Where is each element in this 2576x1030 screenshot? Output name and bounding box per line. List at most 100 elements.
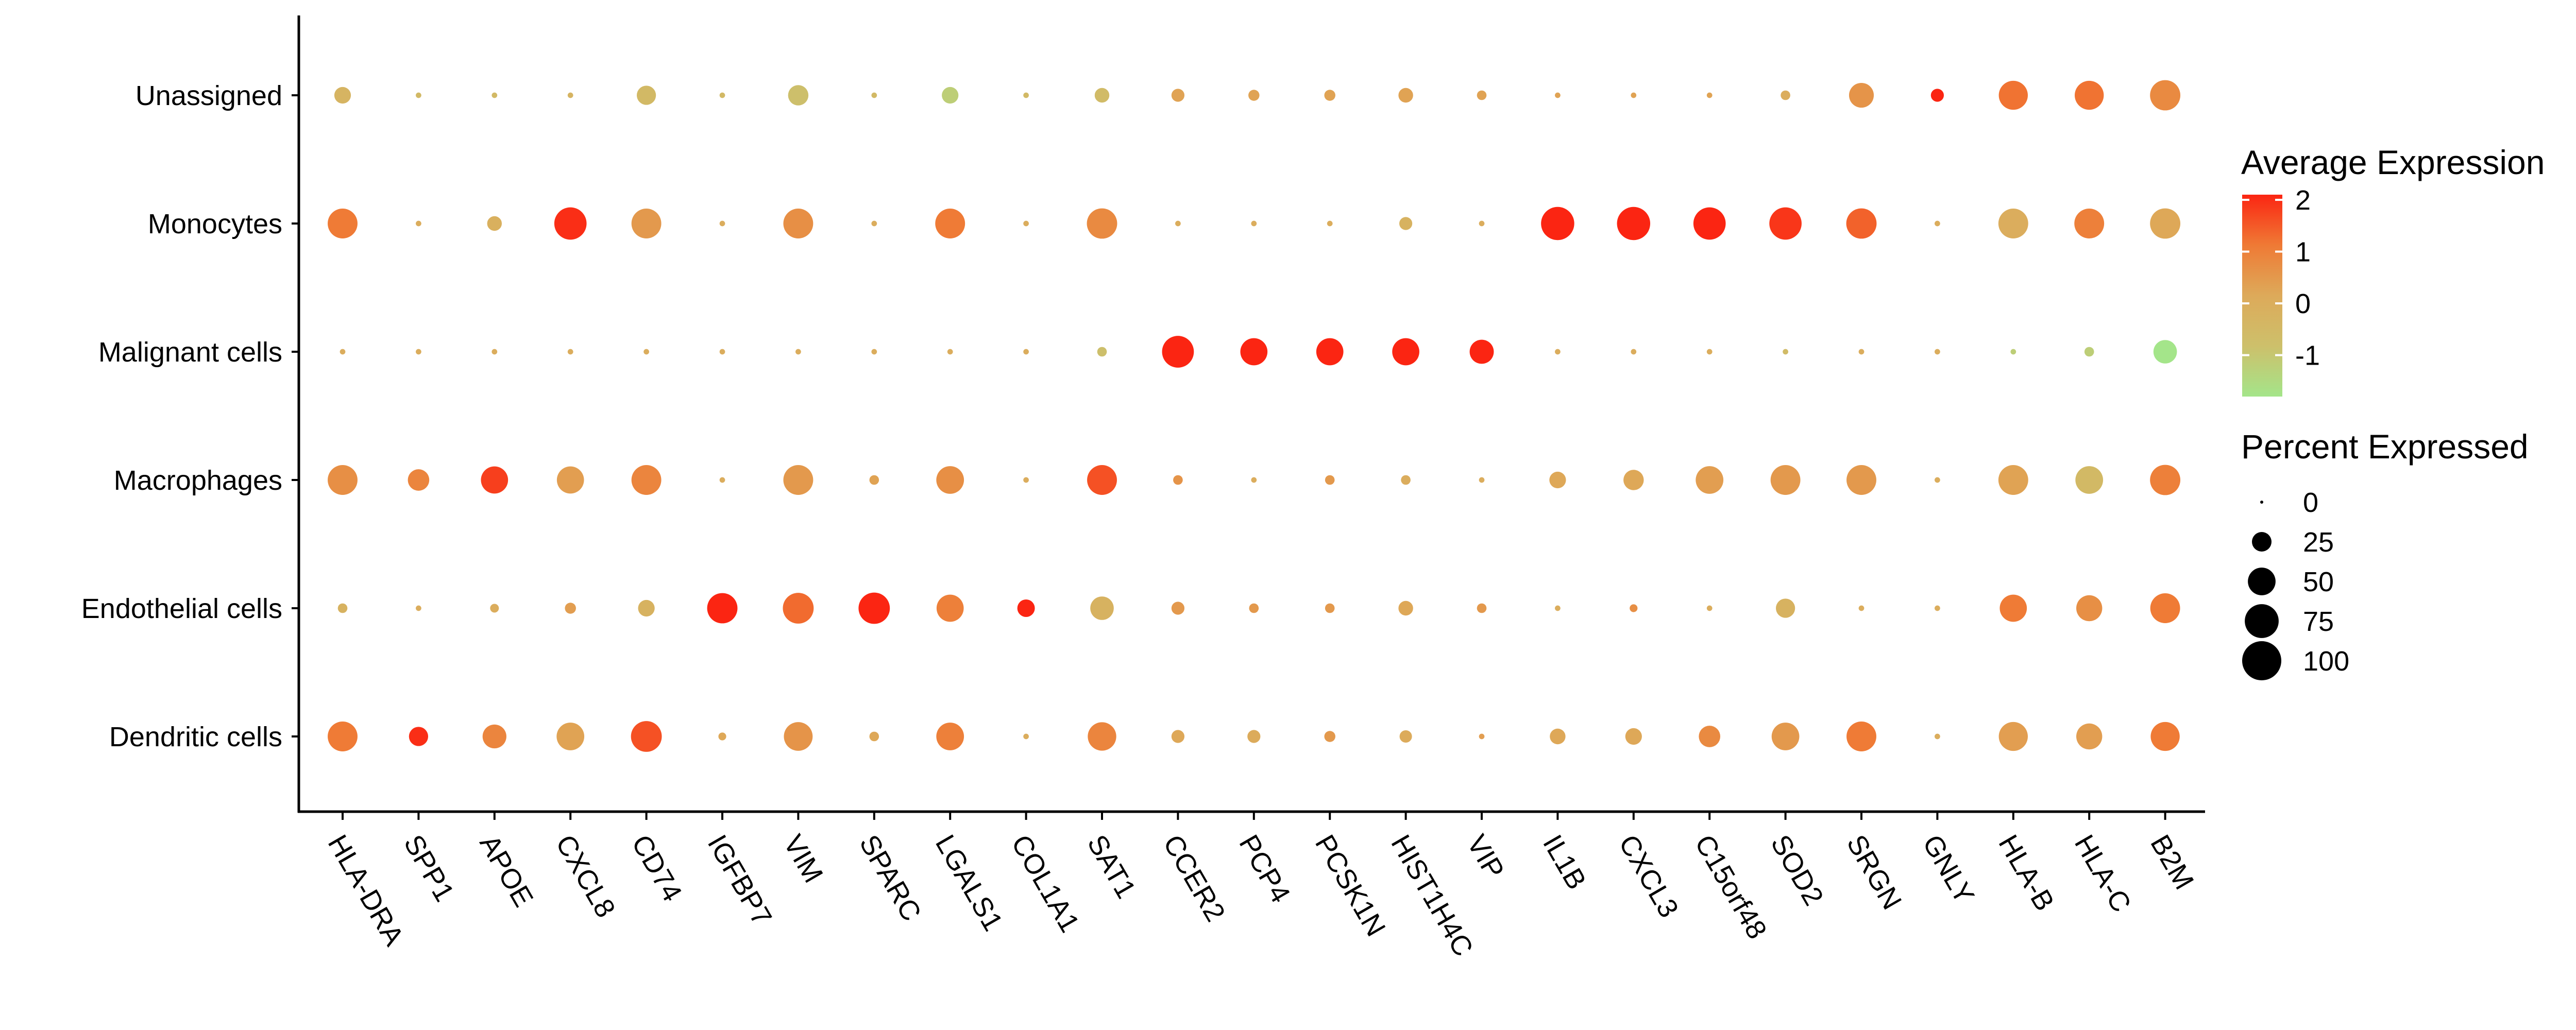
x-tick-label: CCER2 (1157, 830, 1231, 927)
x-tick-label: GNLY (1917, 830, 1980, 909)
dot-malignant-cells-ccer2 (1162, 336, 1194, 368)
dot-malignant-cells-b2m (2153, 340, 2177, 364)
dot-endothelial-cells-sod2 (1775, 598, 1795, 618)
dot-monocytes-hla-c (2074, 209, 2105, 238)
color-legend-tick-label: -1 (2295, 340, 2320, 371)
dot-dendritic-cells-apoe (482, 724, 506, 749)
dot-macrophages-srgn (1846, 465, 1876, 495)
dot-endothelial-cells-hla-b (1999, 594, 2027, 622)
dot-malignant-cells-cd74 (643, 349, 649, 355)
dot-monocytes-il1b (1541, 207, 1574, 241)
dot-macrophages-igfbp7 (719, 477, 725, 483)
dot-unassigned-pcp4 (1248, 90, 1260, 101)
dot-unassigned-cxcl8 (567, 92, 573, 98)
dot-endothelial-cells-srgn (1858, 605, 1865, 611)
dot-unassigned-lgals1 (942, 87, 959, 104)
dot-dendritic-cells-b2m (2150, 722, 2180, 751)
dot-dendritic-cells-vip (1479, 733, 1485, 740)
dot-malignant-cells-vip (1469, 339, 1494, 364)
dot-monocytes-cxcl3 (1617, 207, 1651, 241)
dot-macrophages-b2m (2150, 465, 2181, 495)
x-tick-label: LGALS1 (929, 830, 1009, 936)
size-legend-label: 0 (2303, 487, 2318, 518)
dot-endothelial-cells-pcp4 (1249, 603, 1259, 613)
dot-malignant-cells-srgn (1858, 349, 1865, 355)
dot-endothelial-cells-hla-c (2076, 595, 2103, 622)
dot-monocytes-vip (1479, 220, 1485, 227)
dot-macrophages-cxcl8 (556, 466, 584, 494)
color-legend-ticks: 2 1 0 -1 (2242, 185, 2320, 371)
dot-malignant-cells-col1a1 (1023, 349, 1029, 355)
dot-macrophages-hla-b (1998, 465, 2028, 495)
dot-malignant-cells-vim (795, 349, 801, 355)
dot-macrophages-vim (783, 465, 814, 495)
dot-monocytes-spp1 (416, 220, 421, 227)
dot-endothelial-cells-hist1h4c (1398, 600, 1413, 616)
dot-dendritic-cells-spp1 (409, 727, 429, 746)
dot-malignant-cells-hla-b (2010, 349, 2016, 355)
dot-unassigned-c15orf48 (1706, 92, 1713, 98)
x-tick-label: SOD2 (1765, 830, 1829, 911)
x-tick-label: PCSK1N (1309, 830, 1392, 941)
dot-monocytes-vim (783, 209, 814, 238)
x-tick-label: IL1B (1537, 830, 1592, 895)
dot-endothelial-cells-sparc (858, 592, 890, 624)
x-tick-label: SPARC (853, 830, 927, 926)
dot-unassigned-vim (788, 85, 809, 106)
dot-dendritic-cells-hla-b (1998, 722, 2028, 751)
dot-dendritic-cells-hla-dra (328, 722, 358, 751)
dot-malignant-cells-hla-c (2084, 347, 2094, 357)
x-tick-label: HLA-DRA (322, 830, 410, 951)
color-legend-gradient-bar (2242, 195, 2282, 397)
dot-dendritic-cells-sod2 (1771, 723, 1800, 750)
y-tick-label: Monocytes (148, 209, 282, 239)
dot-macrophages-col1a1 (1023, 477, 1029, 483)
dot-endothelial-cells-spp1 (416, 605, 421, 611)
dot-unassigned-spp1 (416, 92, 421, 98)
dot-dendritic-cells-igfbp7 (718, 732, 726, 741)
x-tick-label: SRGN (1841, 830, 1908, 915)
dot-endothelial-cells-ccer2 (1171, 602, 1185, 615)
dot-malignant-cells-apoe (492, 349, 498, 355)
color-legend-tick-label: 1 (2295, 237, 2311, 268)
dot-macrophages-c15orf48 (1696, 466, 1724, 494)
dot-macrophages-pcp4 (1251, 477, 1257, 483)
dot-unassigned-vip (1477, 90, 1487, 100)
dot-unassigned-b2m (2150, 80, 2181, 111)
size-legend-title: Percent Expressed (2241, 427, 2529, 466)
dot-malignant-cells-sod2 (1783, 349, 1788, 355)
dot-monocytes-b2m (2150, 208, 2181, 239)
dot-malignant-cells-hla-dra (340, 349, 346, 355)
y-tick-label: Malignant cells (98, 337, 282, 368)
dot-endothelial-cells-cxcl8 (565, 603, 576, 614)
size-legend-label: 25 (2303, 527, 2334, 558)
dot-monocytes-igfbp7 (719, 220, 725, 227)
x-tick-label: C15orf48 (1689, 830, 1773, 944)
x-tick-label: HLA-B (1992, 830, 2060, 916)
dot-unassigned-sod2 (1781, 90, 1790, 100)
dot-monocytes-apoe (487, 216, 502, 231)
dot-macrophages-apoe (481, 466, 509, 494)
dot-monocytes-srgn (1846, 208, 1877, 239)
dot-dendritic-cells-lgals1 (936, 723, 964, 750)
dot-dendritic-cells-pcsk1n (1324, 731, 1335, 742)
color-legend-title: Average Expression (2241, 143, 2545, 181)
dot-macrophages-sat1 (1087, 465, 1117, 495)
dot-macrophages-cd74 (631, 465, 662, 495)
y-tick-label: Unassigned (135, 80, 282, 111)
dot-endothelial-cells-hla-dra (337, 603, 348, 613)
dot-macrophages-sparc (869, 475, 879, 485)
size-legend: Percent Expressed 0 25 50 75 100 (2241, 427, 2529, 680)
dot-unassigned-il1b (1555, 92, 1561, 98)
dot-malignant-cells-lgals1 (947, 349, 953, 355)
dot-malignant-cells-hist1h4c (1392, 338, 1419, 366)
dot-unassigned-hist1h4c (1398, 88, 1413, 103)
x-tick-label: VIM (777, 830, 829, 888)
dot-monocytes-cd74 (631, 209, 662, 238)
plot-area: Unassigned Monocytes Malignant cells Macrop… (81, 15, 2205, 962)
size-legend-dot (2242, 641, 2281, 680)
dot-macrophages-lgals1 (936, 466, 964, 494)
dot-monocytes-lgals1 (935, 209, 965, 238)
size-legend-label: 75 (2303, 606, 2334, 637)
